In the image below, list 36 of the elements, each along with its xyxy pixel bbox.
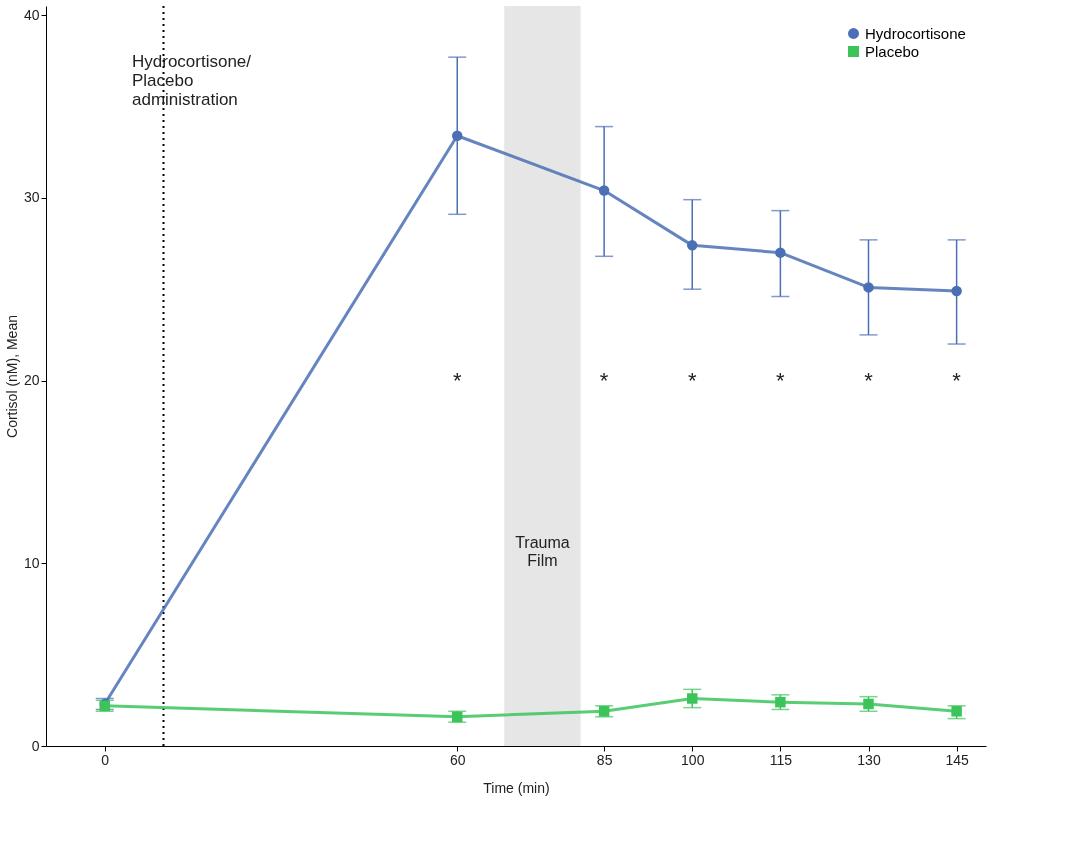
x-tick-label: 60 xyxy=(449,751,466,768)
point xyxy=(687,693,698,704)
y-tick-label: 20 xyxy=(23,372,40,389)
x-axis-title: Time (min) xyxy=(483,779,550,796)
annotation: * xyxy=(864,368,874,393)
legend-label: Placebo xyxy=(865,42,920,60)
y-axis-title: Cortisol (nM), Mean xyxy=(3,315,20,438)
y-tick-label: 40 xyxy=(23,6,40,23)
y-tick-label: 10 xyxy=(23,554,40,571)
point xyxy=(687,240,698,251)
annotation: Hydrocortisone/ Placebo administration xyxy=(132,52,252,109)
x-tick-label: 0 xyxy=(101,751,110,768)
y-tick-label: 0 xyxy=(31,737,40,754)
point xyxy=(863,282,874,293)
point xyxy=(452,130,463,141)
x-tick-label: 85 xyxy=(596,751,613,768)
x-tick-label: 100 xyxy=(681,751,705,768)
point xyxy=(598,185,610,196)
x-tick-label: 130 xyxy=(857,751,881,768)
annotation: * xyxy=(952,368,962,393)
point xyxy=(863,698,874,710)
band-label: Trauma Film xyxy=(515,533,570,569)
legend-label: Hydrocortisone xyxy=(865,24,966,42)
x-tick-label: 115 xyxy=(769,751,793,768)
annotation: * xyxy=(776,368,786,393)
point xyxy=(452,711,463,723)
point xyxy=(775,247,786,258)
y-tick-label: 30 xyxy=(23,189,40,206)
x-tick-label: 145 xyxy=(945,751,970,768)
point xyxy=(598,706,610,717)
point xyxy=(951,706,962,717)
annotation: * xyxy=(599,368,609,393)
annotation: * xyxy=(687,368,697,393)
point xyxy=(775,696,786,708)
annotation: * xyxy=(452,368,462,393)
point xyxy=(951,285,962,297)
